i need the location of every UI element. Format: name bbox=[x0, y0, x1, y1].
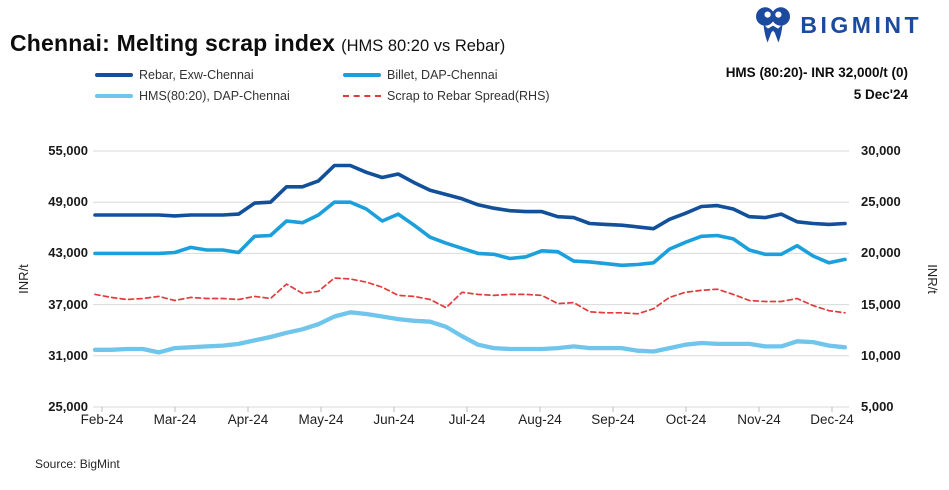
y-axis-title-left: INR/t bbox=[16, 264, 31, 294]
page-title: Chennai: Melting scrap index (HMS 80:20 … bbox=[10, 30, 505, 57]
x-axis-tick-label: Mar-24 bbox=[153, 412, 197, 427]
x-axis-tick-label: Sep-24 bbox=[591, 412, 635, 427]
y-axis-tick-label-left: 31,000 bbox=[48, 348, 88, 363]
legend-swatch-billet bbox=[343, 73, 381, 77]
y-axis-tick-label-left: 55,000 bbox=[48, 143, 88, 158]
chart-title: Chennai: Melting scrap index bbox=[10, 30, 336, 56]
legend-swatch-rebar bbox=[95, 73, 133, 77]
x-axis-tick-label: Jul-24 bbox=[448, 412, 486, 427]
x-axis-tick-label: Oct-24 bbox=[665, 412, 707, 427]
legend-item-spread: Scrap to Rebar Spread(RHS) bbox=[343, 89, 550, 103]
legend-item-hms: HMS(80:20), DAP-Chennai bbox=[95, 89, 290, 103]
y-axis-tick-label-left: 49,000 bbox=[48, 194, 88, 209]
series-line-spread bbox=[94, 277, 846, 315]
y-axis-title-right: INR/t bbox=[925, 264, 940, 294]
legend-label: Rebar, Exw-Chennai bbox=[139, 68, 254, 82]
y-axis-tick-label-right: 15,000 bbox=[861, 297, 901, 312]
x-axis-tick-label: Jun-24 bbox=[373, 412, 415, 427]
series-line-billet bbox=[93, 200, 847, 268]
y-axis-tick-label-right: 30,000 bbox=[861, 143, 901, 158]
y-axis-tick-label-right: 5,000 bbox=[861, 399, 894, 414]
y-axis-tick-label-left: 37,000 bbox=[48, 297, 88, 312]
x-axis-tick-label: May-24 bbox=[298, 412, 344, 427]
x-axis-tick-label: Feb-24 bbox=[80, 412, 124, 427]
y-axis-tick-label-left: 25,000 bbox=[48, 399, 88, 414]
annotation-price: HMS (80:20)- INR 32,000/t (0) bbox=[725, 65, 908, 80]
x-axis-tick-label: Nov-24 bbox=[737, 412, 781, 427]
latest-price-annotation: HMS (80:20)- INR 32,000/t (0) 5 Dec'24 bbox=[726, 62, 908, 105]
legend-item-billet: Billet, DAP-Chennai bbox=[343, 68, 497, 82]
series-line-rebar bbox=[93, 163, 847, 231]
annotation-date: 5 Dec'24 bbox=[853, 86, 908, 102]
source-note: Source: BigMint bbox=[35, 457, 120, 471]
legend-label: HMS(80:20), DAP-Chennai bbox=[139, 89, 290, 103]
x-axis-tick-label: Aug-24 bbox=[518, 412, 562, 427]
series-line-hms bbox=[92, 310, 848, 355]
chart-subtitle: (HMS 80:20 vs Rebar) bbox=[341, 37, 506, 55]
x-axis-tick-label: Dec-24 bbox=[810, 412, 854, 427]
bigmint-logo: BIGMINT bbox=[753, 4, 922, 46]
legend-label: Billet, DAP-Chennai bbox=[387, 68, 498, 82]
legend-swatch-spread bbox=[343, 95, 381, 97]
y-axis-tick-label-left: 43,000 bbox=[48, 245, 88, 260]
legend-label: Scrap to Rebar Spread(RHS) bbox=[387, 89, 550, 103]
y-axis-tick-label-right: 25,000 bbox=[861, 194, 901, 209]
y-axis-tick-label-right: 10,000 bbox=[861, 348, 901, 363]
legend-swatch-hms bbox=[95, 94, 133, 98]
legend-item-rebar: Rebar, Exw-Chennai bbox=[95, 68, 254, 82]
y-axis-tick-label-right: 20,000 bbox=[861, 245, 901, 260]
x-axis-tick-label: Apr-24 bbox=[227, 412, 269, 427]
brand-name: BIGMINT bbox=[800, 11, 922, 38]
bigmint-logo-icon bbox=[756, 7, 791, 43]
